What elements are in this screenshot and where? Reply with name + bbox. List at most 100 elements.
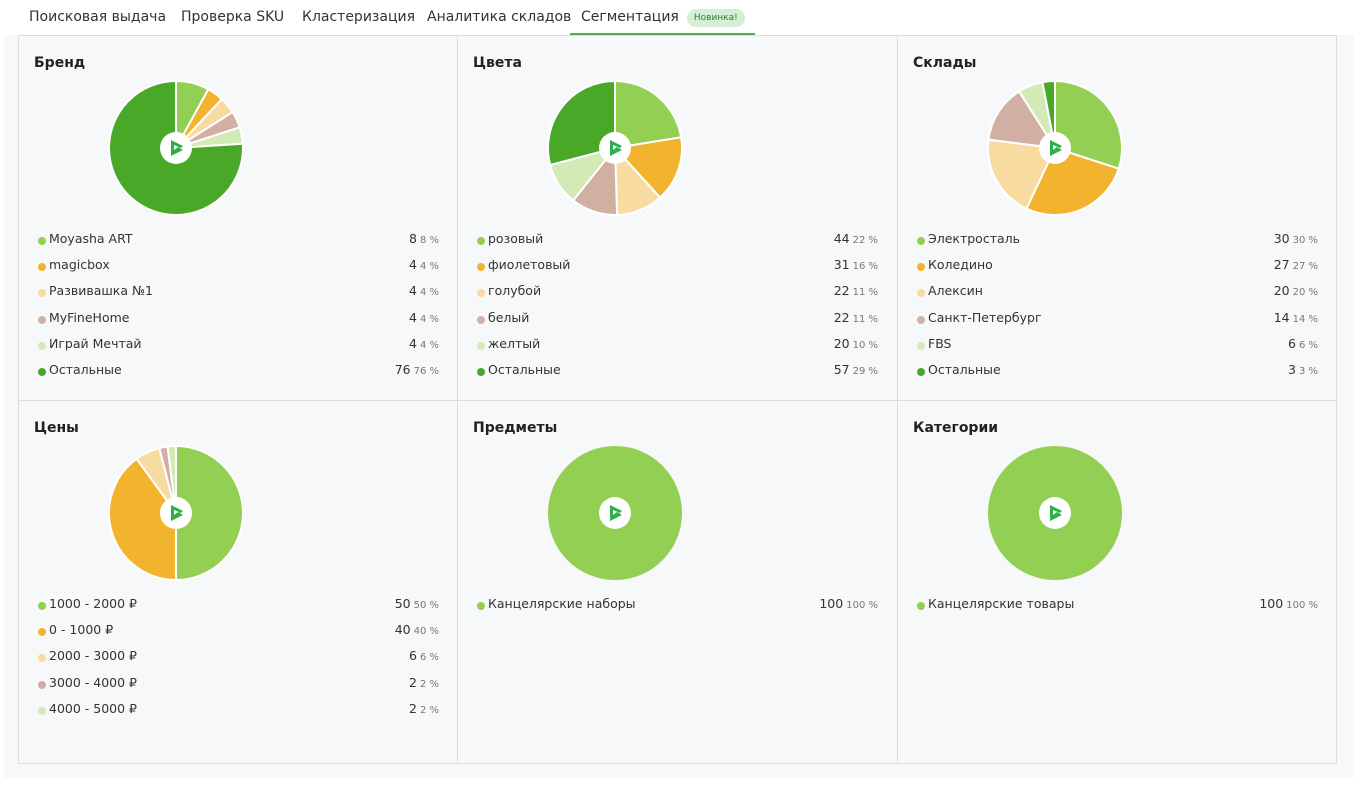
legend-item[interactable]: FBS 6 6 %	[916, 336, 1318, 362]
play-logo-icon	[1050, 505, 1062, 521]
legend-item[interactable]: Развивашка №1 4 4 %	[37, 283, 439, 309]
legend-item[interactable]: 0 - 1000 ₽ 40 40 %	[37, 622, 439, 648]
legend-color-dot	[38, 654, 46, 663]
chart-legend: Канцелярские товары 100 100 %	[916, 596, 1318, 622]
legend-percent: 27 %	[1292, 261, 1318, 273]
legend-count: 20	[1273, 283, 1290, 299]
legend-percent: 40 %	[413, 626, 439, 638]
legend-item[interactable]: желтый 20 10 %	[476, 336, 878, 362]
chart-card-categories: Категории Канцелярские товары 100 100 %	[898, 401, 1336, 763]
legend-item[interactable]: голубой 22 11 %	[476, 283, 878, 309]
chart-card-brand: Бренд Moyasha ART 8 8 % magicbox 4 4 % Развива…	[19, 36, 458, 401]
legend-item[interactable]: Остальные 57 29 %	[476, 362, 878, 388]
tab-search-results[interactable]: Поисковая выдача	[29, 9, 167, 25]
legend-value: 31 16 %	[834, 257, 878, 272]
legend-count: 22	[833, 309, 850, 325]
legend-item[interactable]: фиолетовый 31 16 %	[476, 257, 878, 283]
legend-percent: 6 %	[419, 652, 439, 664]
legend-count: 44	[833, 231, 850, 246]
legend-item[interactable]: 3000 - 4000 ₽ 2 2 %	[37, 675, 439, 701]
chart-title: Склады	[913, 55, 977, 71]
legend-label: Канцелярские наборы	[488, 596, 636, 611]
legend-label: Коледино	[928, 257, 993, 273]
legend-item[interactable]: Остальные 76 76 %	[37, 362, 439, 388]
legend-color-dot	[917, 367, 925, 376]
legend-item[interactable]: Канцелярские наборы 100 100 %	[476, 596, 878, 622]
legend-item[interactable]: Остальные 3 3 %	[916, 362, 1318, 388]
legend-count: 40	[394, 622, 411, 638]
legend-item[interactable]: 2000 - 3000 ₽ 6 6 %	[37, 648, 439, 674]
legend-color-dot	[38, 706, 46, 715]
categories-pie-chart	[988, 446, 1122, 580]
pie-slice[interactable]	[175, 445, 244, 581]
pie-slice[interactable]	[108, 80, 244, 216]
legend-color-dot	[38, 341, 46, 350]
tab-segmentation[interactable]: Сегментация Новинка!	[570, 0, 755, 35]
legend-item[interactable]: Moyasha ART 8 8 %	[37, 231, 439, 257]
pie-slice[interactable]	[547, 80, 616, 166]
legend-value: 22 11 %	[834, 283, 878, 298]
brand-pie-chart	[108, 80, 244, 216]
legend-value: 20 10 %	[834, 336, 878, 351]
legend-color-dot	[38, 680, 46, 689]
legend-item[interactable]: розовый 44 22 %	[476, 231, 878, 257]
legend-item[interactable]: 4000 - 5000 ₽ 2 2 %	[37, 701, 439, 727]
legend-color-dot	[38, 628, 46, 637]
legend-count: 57	[833, 361, 850, 377]
legend-count: 50	[394, 596, 411, 611]
legend-label: Алексин	[928, 283, 983, 299]
pie-slice[interactable]	[987, 90, 1056, 149]
chart-legend: Moyasha ART 8 8 % magicbox 4 4 % Развивашка №1…	[37, 231, 439, 388]
legend-label: Санкт-Петербург	[928, 309, 1042, 325]
legend-label: Электросталь	[928, 231, 1020, 246]
legend-value: 27 27 %	[1274, 257, 1318, 272]
legend-item[interactable]: Алексин 20 20 %	[916, 283, 1318, 309]
tab-warehouse-analytics[interactable]: Аналитика складов	[427, 9, 572, 25]
tab-sku-check[interactable]: Проверка SKU	[181, 9, 285, 25]
legend-count: 100	[819, 596, 844, 611]
chart-title: Категории	[913, 420, 999, 436]
legend-label: Играй Мечтай	[49, 335, 142, 351]
tab-clustering[interactable]: Кластеризация	[302, 9, 415, 25]
legend-item[interactable]: MyFineHome 4 4 %	[37, 310, 439, 336]
legend-label: Остальные	[928, 361, 1001, 377]
pie-slice[interactable]	[166, 445, 177, 514]
pie-slice[interactable]	[614, 80, 683, 149]
legend-count: 6	[409, 648, 417, 664]
play-logo-icon	[610, 140, 622, 156]
legend-item[interactable]: Коледино 27 27 %	[916, 257, 1318, 283]
legend-color-dot	[38, 263, 46, 272]
chart-card-warehouses: Склады Электросталь 30 30 % Коледино 27 27 % А…	[898, 36, 1336, 401]
legend-percent: 22 %	[852, 235, 878, 246]
legend-item[interactable]: Играй Мечтай 4 4 %	[37, 336, 439, 362]
legend-item[interactable]: Электросталь 30 30 %	[916, 231, 1318, 257]
legend-item[interactable]: Санкт-Петербург 14 14 %	[916, 310, 1318, 336]
legend-color-dot	[477, 289, 485, 298]
legend-label: белый	[488, 309, 530, 325]
legend-value: 40 40 %	[395, 622, 439, 637]
legend-item[interactable]: Канцелярские товары 100 100 %	[916, 596, 1318, 622]
legend-label: Остальные	[49, 361, 122, 377]
play-logo-icon	[1050, 140, 1062, 156]
legend-item[interactable]: 1000 - 2000 ₽ 50 50 %	[37, 596, 439, 622]
pie-slice[interactable]	[987, 138, 1056, 210]
legend-percent: 2 %	[419, 704, 439, 716]
pie-slice[interactable]	[1054, 80, 1123, 170]
pie-slice[interactable]	[614, 136, 683, 199]
legend-count: 20	[833, 335, 850, 351]
legend-label: 3000 - 4000 ₽	[49, 674, 138, 690]
legend-percent: 8 %	[419, 235, 439, 246]
pie-center-hub	[1039, 132, 1071, 164]
legend-count: 4	[409, 257, 417, 273]
pie-slice[interactable]	[1025, 147, 1120, 216]
legend-item[interactable]: magicbox 4 4 %	[37, 257, 439, 283]
legend-color-dot	[38, 315, 46, 324]
pie-slice[interactable]	[108, 457, 177, 581]
legend-percent: 4 %	[419, 261, 439, 273]
legend-value: 76 76 %	[395, 362, 439, 377]
pie-slice[interactable]	[1041, 80, 1056, 149]
legend-count: 22	[833, 283, 850, 299]
legend-item[interactable]: белый 22 11 %	[476, 310, 878, 336]
